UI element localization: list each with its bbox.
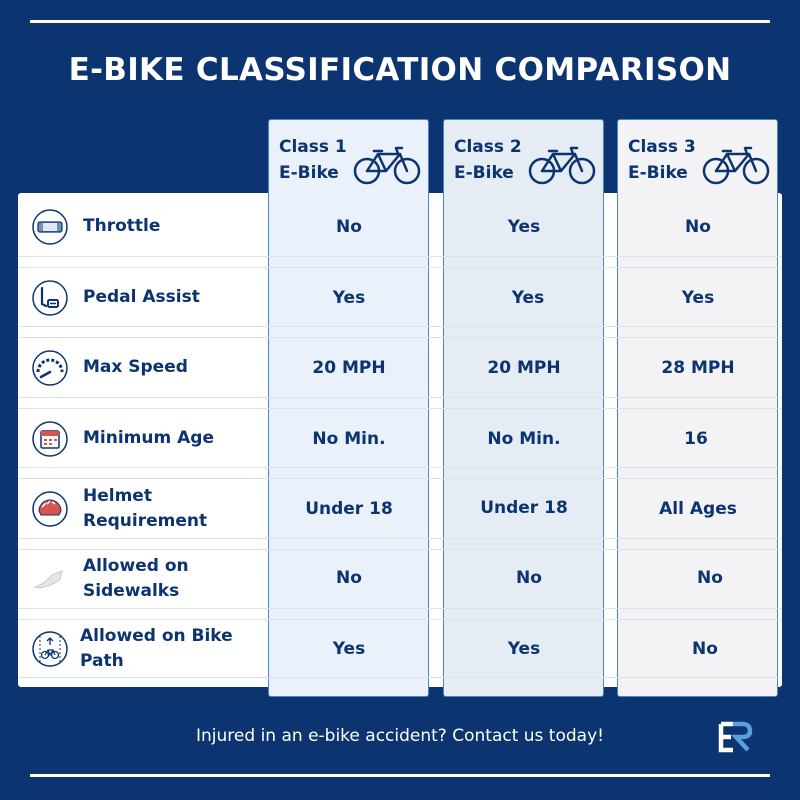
column-header-class-2: Class 2 E-Bike: [454, 134, 597, 188]
bicycle-icon: [702, 146, 770, 185]
cell-speed-class1: 20 MPH: [312, 358, 386, 378]
row-label-bike-path: Allowed on Bike Path: [80, 624, 265, 674]
row-label-line1: Helmet: [83, 486, 152, 506]
row-divider: [18, 549, 782, 550]
cell-pedal-class3: Yes: [681, 288, 715, 308]
cell-helmet-class1: Under 18: [305, 499, 393, 519]
sidewalk-icon: [33, 570, 63, 589]
speedometer-icon: [32, 350, 68, 386]
bottom-divider: [30, 774, 770, 777]
cell-helmet-class3: All Ages: [659, 499, 737, 519]
cell-age-class1: No Min.: [312, 429, 386, 449]
column-title-line2: E-Bike: [454, 163, 514, 183]
cell-bikepath-class3: No: [692, 639, 718, 659]
row-divider: [18, 467, 782, 468]
column-header-class-3: Class 3 E-Bike: [628, 134, 771, 188]
bike-path-icon: [32, 631, 68, 667]
page-title: E-BIKE CLASSIFICATION COMPARISON: [68, 52, 732, 88]
row-label-line2: Path: [80, 651, 124, 671]
row-divider: [18, 677, 782, 678]
company-logo: [718, 721, 753, 753]
row-label-max-speed: Max Speed: [83, 357, 188, 377]
cell-throttle-class2: Yes: [507, 217, 541, 237]
throttle-icon: [32, 209, 68, 245]
cell-pedal-class1: Yes: [332, 288, 366, 308]
cell-bikepath-class1: Yes: [332, 639, 366, 659]
row-label-line1: Allowed on Bike: [80, 626, 233, 646]
cell-sidewalk-class2: No: [516, 568, 542, 588]
cell-throttle-class1: No: [336, 217, 362, 237]
row-label-line2: Sidewalks: [83, 581, 180, 601]
cell-helmet-class2: Under 18: [480, 498, 568, 518]
column-title-line2: E-Bike: [279, 163, 339, 183]
cell-throttle-class3: No: [685, 217, 711, 237]
cell-sidewalk-class3: No: [697, 568, 723, 588]
cell-bikepath-class2: Yes: [507, 639, 541, 659]
column-title-line2: E-Bike: [628, 163, 688, 183]
row-divider: [18, 538, 782, 539]
row-label-line1: Allowed on: [83, 556, 189, 576]
row-label-line2: Requirement: [83, 511, 208, 531]
column-title-line1: Class 1: [279, 137, 347, 157]
bicycle-icon: [528, 146, 596, 185]
row-divider: [18, 267, 782, 268]
row-label-helmet: Helmet Requirement: [83, 484, 268, 534]
row-divider: [18, 408, 782, 409]
cell-age-class2: No Min.: [487, 429, 561, 449]
row-divider: [18, 337, 782, 338]
row-divider: [18, 608, 782, 609]
column-title-line1: Class 3: [628, 137, 696, 157]
row-label-pedal-assist: Pedal Assist: [83, 287, 200, 307]
row-label-throttle: Throttle: [83, 216, 161, 236]
cell-pedal-class2: Yes: [511, 288, 545, 308]
column-title-line1: Class 2: [454, 137, 522, 157]
pedal-icon: [32, 280, 68, 316]
cell-speed-class3: 28 MPH: [661, 358, 735, 378]
helmet-icon: [32, 491, 68, 527]
cell-age-class3: 16: [684, 429, 708, 449]
bicycle-icon: [353, 146, 421, 185]
row-divider: [18, 326, 782, 327]
row-divider: [18, 478, 782, 479]
column-header-class-1: Class 1 E-Bike: [279, 134, 422, 188]
row-divider: [18, 619, 782, 620]
row-divider: [18, 256, 782, 257]
footer-call-to-action: Injured in an e-bike accident? Contact u…: [196, 726, 604, 746]
top-divider: [30, 20, 770, 23]
cell-speed-class2: 20 MPH: [487, 358, 561, 378]
row-label-sidewalks: Allowed on Sidewalks: [83, 554, 268, 604]
calendar-icon: [32, 421, 68, 457]
row-label-minimum-age: Minimum Age: [83, 428, 214, 448]
cell-sidewalk-class1: No: [336, 568, 362, 588]
row-divider: [18, 397, 782, 398]
